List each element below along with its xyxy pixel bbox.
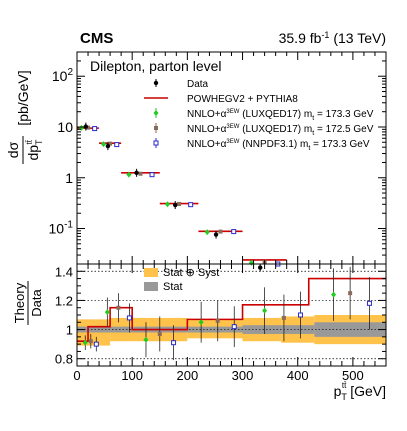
top-y-label-numerator: dσ <box>5 141 21 158</box>
bottom-y-tick-label: 0.8 <box>55 352 73 367</box>
data-point <box>83 124 89 129</box>
ratio-nnlo-nnpdf-1733-point <box>93 341 99 347</box>
lumi-label: 35.9 fb-1 (13 TeV) <box>279 30 386 46</box>
legend-data-label: Data <box>187 79 209 90</box>
x-tick-label: 100 <box>121 368 143 383</box>
legend-stat-label: Stat <box>163 281 183 293</box>
x-tick-label: 300 <box>232 368 254 383</box>
ratio-nnlo-luxqed-1733-point <box>331 291 337 298</box>
nnlo-luxqed-1725-point <box>108 141 113 146</box>
nnlo-luxqed-1733-point <box>164 201 170 208</box>
ratio-nnlo-luxqed-1733-point <box>262 307 268 314</box>
legend-stat_syst-swatch <box>144 268 158 277</box>
ratio-nnlo-luxqed-1733-point <box>143 336 149 343</box>
bottom-axis-ticks: 0.8 1 1.2 1.4 0 100 200 300 400 500 <box>55 264 386 383</box>
bottom-y-tick-label: 1.4 <box>55 264 73 279</box>
x-tick-label: 500 <box>342 368 364 383</box>
ratio-nnlo-luxqed-1733-point <box>82 339 88 346</box>
top-plot-area <box>77 122 287 272</box>
ratio-label-denominator: Data <box>29 289 44 317</box>
stat-band <box>242 325 282 334</box>
legend-nnlo_nnpdf_1733-marker <box>153 140 159 146</box>
data-point <box>173 202 178 208</box>
legend-nnlo_nnpdf_1733-label: NNLO+α3EW (NNPDF3.1) mt = 173.3 GeV <box>187 139 370 152</box>
legend: Data POWHEGV2 + PYTHIA8 NNLO+α3EW (LUXQED1… <box>144 79 374 152</box>
nnlo-luxqed-1733-point <box>78 124 84 131</box>
nnlo-nnpdf-1733-point <box>231 229 237 235</box>
ratio-nnlo-luxqed-1725-point <box>348 291 353 296</box>
ratio-nnlo-luxqed-1725-point <box>116 305 121 310</box>
top-axis-ticks: 102 10 1 10-1 <box>49 51 386 265</box>
ratio-nnlo-luxqed-1725-point <box>88 339 93 344</box>
ratio-nnlo-luxqed-1733-point <box>198 319 204 326</box>
x-tick-label: 400 <box>287 368 309 383</box>
nnlo-luxqed-1725-point <box>218 229 223 234</box>
top-y-tick-label: 1 <box>65 170 73 186</box>
top-y-label-unit: [pb/GeV] <box>15 70 31 125</box>
bottom-legend: Stat ⊕ Syst Stat <box>144 267 219 293</box>
nnlo-luxqed-1733-point <box>126 171 132 178</box>
nnlo-luxqed-1725-point <box>177 201 182 206</box>
legend-data-marker <box>153 80 159 86</box>
legend-stat_syst-label: Stat ⊕ Syst <box>163 267 219 279</box>
data-point <box>134 170 139 176</box>
x-tick-label: 0 <box>73 368 80 383</box>
legend-nnlo_lux_1725-label: NNLO+α3EW (LUXQED17) mt = 172.5 GeV <box>187 124 374 137</box>
ratio-nnlo-nnpdf-1733-point <box>231 324 237 330</box>
nnlo-luxqed-1733-point <box>204 229 210 236</box>
ratio-nnlo-nnpdf-1733-point <box>126 315 132 321</box>
top-y-tick-label: 102 <box>52 67 74 84</box>
top-panel: 102 10 1 10-1 Dilepton, parton level Data PO… <box>5 51 387 272</box>
nnlo-nnpdf-1733-point <box>92 126 98 132</box>
nnlo-luxqed-1733-point <box>100 141 106 148</box>
bottom-y-tick-label: 1.2 <box>55 293 73 308</box>
legend-stat-swatch <box>144 282 158 291</box>
bottom-y-axis-label: Theory Data <box>12 281 44 325</box>
nnlo-luxqed-1725-point <box>86 125 91 130</box>
ratio-nnlo-luxqed-1725-point <box>281 315 286 320</box>
x-tick-label: 200 <box>177 368 199 383</box>
legend-powheg-label: POWHEGV2 + PYTHIA8 <box>187 94 298 105</box>
top-y-label-denominator: dpTtt̄ <box>25 139 44 161</box>
ratio-nnlo-luxqed-1725-point <box>215 318 220 323</box>
data-point <box>257 265 263 270</box>
ratio-nnlo-nnpdf-1733-point <box>366 300 372 306</box>
x-axis-label: pTtt̄ [GeV] <box>334 381 386 402</box>
top-y-tick-label: 10 <box>57 119 73 135</box>
ratio-nnlo-luxqed-1733-point <box>104 309 110 316</box>
experiment-label: CMS <box>80 30 113 47</box>
legend-nnlo_lux_1725-marker <box>154 126 158 130</box>
data-point <box>213 232 219 237</box>
nnlo-nnpdf-1733-point <box>149 172 155 178</box>
legend-nnlo_lux_1733-label: NNLO+α3EW (LUXQED17) mt = 173.3 GeV <box>187 109 374 122</box>
legend-nnlo_lux_1733-marker <box>153 110 159 116</box>
ratio-nnlo-luxqed-1725-point <box>157 331 162 336</box>
nnlo-nnpdf-1733-point <box>188 202 194 208</box>
top-y-tick-label: 10-1 <box>49 220 74 237</box>
nnlo-luxqed-1725-point <box>138 171 143 176</box>
bottom-panel: 0.811.21.40 100 200 300 400 500 Stat ⊕ SystSt… <box>12 263 387 402</box>
top-y-axis-label: dσ dpTtt̄ [pb/GeV] <box>5 70 44 164</box>
selection-annotation: Dilepton, parton level <box>90 58 222 74</box>
ratio-label-numerator: Theory <box>12 282 27 323</box>
ratio-nnlo-nnpdf-1733-point <box>297 312 303 318</box>
bottom-y-tick-label: 1 <box>66 323 73 338</box>
data-point <box>105 143 111 149</box>
nnlo-nnpdf-1733-point <box>114 142 120 148</box>
bottom-plot-area <box>77 266 386 361</box>
ratio-nnlo-nnpdf-1733-point <box>171 340 177 346</box>
